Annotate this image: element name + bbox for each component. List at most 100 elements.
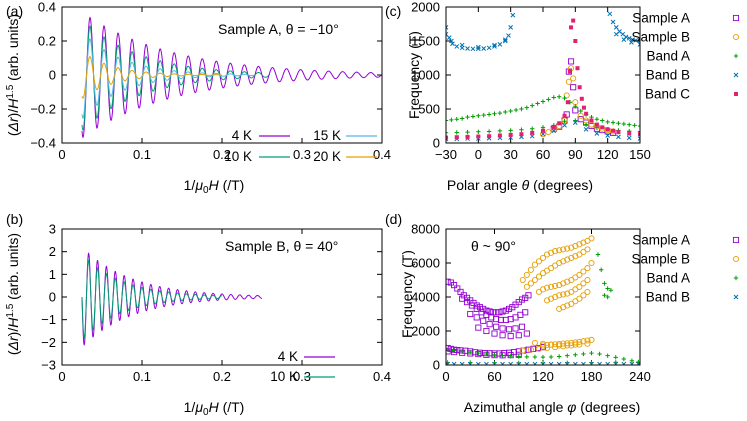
x-tick-label: 0 (442, 369, 449, 384)
plot-frame (61, 6, 383, 144)
point-band-a (519, 106, 524, 112)
point-band-a (519, 127, 524, 132)
point-sample-a (518, 323, 526, 330)
point-band-b (502, 37, 508, 42)
panel-a-ylabel: (Δr)/H1.5 (arb. units) (5, 14, 21, 136)
point-band-a (476, 129, 481, 134)
point-band-a (578, 108, 583, 114)
x-tick-label: 120 (532, 369, 554, 384)
point-band-a (602, 281, 607, 286)
point-band-a (451, 348, 457, 353)
point-sample-b (519, 276, 526, 284)
point-sample-a (518, 296, 526, 303)
point-band-a (476, 113, 481, 118)
plot-frame (61, 228, 383, 366)
panel-d: (d) 0 60 120 180 240 0 2000 4000 6000 8000 θ ~ 90… (385, 211, 740, 415)
x-tick-label: 240 (629, 369, 651, 384)
point-sample-b (576, 271, 583, 278)
point-sample-b (560, 304, 567, 311)
point-sample-b (572, 253, 579, 260)
legend-label-band-a: Band A (646, 49, 690, 64)
point-band-a (486, 129, 492, 134)
point-band-c (627, 131, 632, 136)
point-band-a (562, 119, 567, 124)
point-band-a (481, 112, 486, 118)
point-band-a (465, 114, 470, 120)
point-sample-a (476, 304, 484, 311)
point-sample-a (493, 323, 500, 330)
legend-marker-band-b (733, 72, 739, 78)
point-band-a (446, 118, 449, 123)
legend-label-sample-b: Sample B (631, 252, 690, 267)
point-band-a (508, 128, 513, 133)
point-band-b (475, 46, 481, 52)
panel-d-legend: Sample A Sample B Band A Band B (631, 233, 740, 305)
point-band-b (454, 44, 460, 49)
point-sample-b (576, 295, 583, 302)
panel-a-legend: 4 K 15 K 10 K 20 K (224, 128, 377, 164)
point-band-a (562, 95, 567, 101)
point-band-c (497, 133, 502, 138)
point-band-a (513, 107, 519, 113)
point-band-a (629, 358, 635, 363)
panel-b-legend: 4 K 10 K (270, 349, 335, 384)
point-sample-b (584, 288, 591, 295)
x-tick-label: 0.1 (133, 369, 151, 384)
point-band-b (502, 38, 508, 44)
point-band-a (540, 99, 546, 104)
point-band-a (548, 354, 554, 360)
point-band-a (530, 103, 535, 108)
point-sample-b (527, 266, 534, 273)
y-tick-label: 0.4 (38, 0, 56, 15)
legend-label-sample-a: Sample A (632, 233, 690, 248)
point-band-b (581, 361, 586, 365)
point-sample-a (468, 302, 475, 309)
legend-label-sample-b: Sample B (631, 30, 690, 45)
point-band-a (540, 354, 546, 360)
point-band-c (565, 100, 570, 105)
point-sample-b (564, 245, 571, 252)
point-sample-b (539, 254, 547, 261)
point-sample-b (531, 276, 538, 284)
point-band-b (484, 361, 489, 365)
point-band-b (629, 361, 635, 365)
point-band-a (524, 354, 530, 360)
point-band-b (510, 12, 516, 18)
point-sample-a (577, 116, 584, 123)
y-tick-label: 1500 (411, 34, 440, 49)
point-sample-a (507, 333, 514, 340)
point-sample-b (588, 259, 595, 267)
point-band-b (633, 37, 639, 43)
point-band-a (454, 130, 459, 135)
point-band-b (551, 128, 557, 134)
panel-d-annotation: θ ~ 90° (471, 238, 516, 254)
x-tick-label: 30 (503, 147, 517, 162)
y-tick-label: 500 (418, 102, 440, 117)
point-band-a (524, 105, 530, 110)
y-tick-label: 0 (433, 136, 440, 151)
series-line-10-k (81, 25, 271, 131)
point-band-b (492, 361, 497, 365)
point-sample-a (451, 282, 458, 289)
point-band-a (599, 267, 604, 272)
point-band-a (565, 353, 570, 358)
point-band-c (579, 96, 584, 101)
point-sample-a (480, 317, 487, 324)
point-sample-a (493, 309, 500, 316)
point-band-b (529, 133, 535, 139)
point-sample-b (584, 337, 591, 344)
point-band-a (589, 350, 594, 356)
y-tick-label: 2 (49, 244, 56, 259)
panel-d-ylabel: Frequency (T) (399, 250, 415, 338)
point-band-b (524, 361, 530, 365)
point-band-b (540, 361, 546, 365)
point-band-b (475, 44, 481, 50)
point-band-b (492, 44, 497, 49)
y-tick-label: −0.4 (30, 136, 56, 151)
point-band-c (551, 125, 556, 130)
point-band-a (468, 350, 473, 355)
point-band-a (583, 122, 589, 127)
legend-marker-sample-b (732, 255, 740, 263)
point-band-c (605, 127, 610, 132)
panel-b-annotation: Sample B, θ = 40° (225, 238, 338, 254)
